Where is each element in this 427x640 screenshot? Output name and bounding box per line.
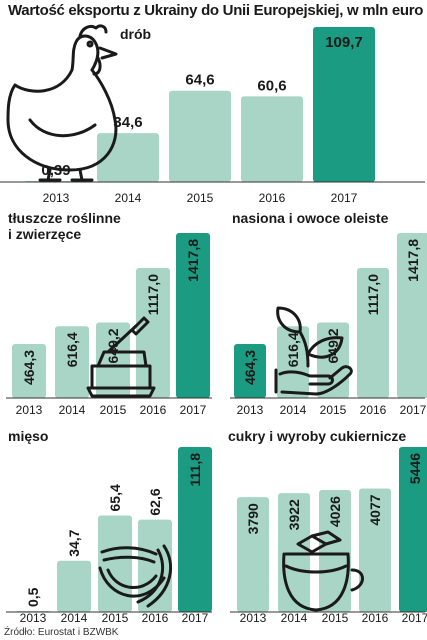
tick-label-4-2017: 2017 [402, 611, 427, 625]
value-label-0-2014: 34,6 [113, 114, 142, 131]
bar-4-2016 [359, 488, 391, 612]
chart-3: 0,5 2013 34,7 2014 65,4 2015 62,6 2016 111,8 2017 [6, 447, 212, 625]
bar-4-2015 [319, 490, 351, 612]
tick-label-1-2017: 2017 [180, 403, 207, 417]
value-label-4-2016: 4077 [367, 494, 383, 525]
bar-0-2016 [241, 96, 303, 182]
tick-label-0-2016: 2016 [259, 191, 286, 205]
tick-label-0-2015: 2015 [187, 191, 214, 205]
tick-label-2-2015: 2015 [320, 403, 347, 417]
main-title: Wartość eksportu z Ukrainy do Unii Europ… [8, 2, 424, 19]
bar-3-2014 [57, 560, 91, 612]
tick-label-4-2013: 2013 [240, 611, 267, 625]
bar-1-2014 [55, 326, 89, 398]
value-label-2-2014: 616,4 [285, 332, 301, 367]
tick-label-4-2014: 2014 [281, 611, 308, 625]
value-label-3-2014: 34,7 [66, 529, 82, 556]
value-label-3-2015: 65,4 [107, 484, 123, 511]
bar-4-2017 [399, 447, 427, 612]
value-label-0-2015: 64,6 [185, 72, 214, 89]
bar-2-2014 [277, 326, 309, 398]
butter-dish-icon [86, 316, 156, 398]
tick-label-3-2015: 2015 [102, 611, 129, 625]
value-label-0-2016: 60,6 [257, 77, 286, 94]
sausages-icon [98, 544, 173, 608]
bar-2-2017 [397, 233, 427, 398]
tick-label-3-2017: 2017 [182, 611, 209, 625]
tick-label-4-2015: 2015 [322, 611, 349, 625]
chart-1: 464,32013616,42014649,220151117,02016141… [6, 233, 212, 417]
panel-title-oilseeds: nasiona i owoce oleiste [232, 210, 389, 226]
tick-label-3-2014: 2014 [61, 611, 88, 625]
value-label-1-2013: 464,3 [21, 350, 37, 385]
bar-4-2013 [237, 497, 269, 612]
value-label-3-2016: 62,6 [147, 488, 163, 515]
value-label-1-2016: 1117,0 [145, 274, 161, 315]
tick-label-0-2014: 2014 [115, 191, 142, 205]
tick-label-1-2016: 2016 [140, 403, 167, 417]
bar-2-2013 [234, 343, 266, 398]
tick-label-2-2016: 2016 [360, 403, 387, 417]
value-label-1-2017: 1417,8 [185, 239, 201, 282]
value-label-4-2015: 4026 [327, 496, 343, 527]
value-label-2-2016: 1117,0 [365, 274, 381, 315]
tick-label-3-2016: 2016 [142, 611, 169, 625]
tick-label-3-2013: 2013 [20, 611, 47, 625]
bar-2-2016 [357, 268, 389, 398]
value-label-3-2013: 0,5 [25, 587, 41, 607]
value-label-4-2013: 3790 [245, 503, 261, 534]
bar-1-2013 [12, 343, 46, 398]
bar-0-2017 [313, 27, 375, 182]
tick-label-2-2014: 2014 [280, 403, 307, 417]
tick-label-1-2014: 2014 [59, 403, 86, 417]
value-label-4-2014: 3922 [286, 499, 302, 530]
bar-1-2017 [176, 233, 210, 398]
chart-0: 0,39201334,6201464,6201560,62016109,7201… [0, 27, 425, 205]
tick-label-0-2013: 2013 [43, 191, 70, 205]
bar-3-2015 [98, 515, 132, 612]
value-label-2-2013: 464,3 [242, 350, 258, 385]
sugar-jar-icon [282, 530, 364, 612]
bar-0-2015 [169, 90, 231, 182]
panel-title-fats: tłuszcze roślinne i zwierzęce [8, 210, 121, 242]
value-label-0-2017: 109,7 [325, 34, 363, 51]
tick-label-4-2016: 2016 [362, 611, 389, 625]
panel-title-sugar: cukry i wyroby cukiernicze [228, 428, 407, 444]
tick-label-0-2017: 2017 [331, 191, 358, 205]
panel-title-poultry: drób [120, 26, 152, 42]
tick-label-2-2013: 2013 [237, 403, 264, 417]
chicken-icon [6, 24, 118, 182]
tick-label-1-2013: 2013 [16, 403, 43, 417]
panel-title-meat: mięso [8, 428, 49, 444]
tick-label-2-2017: 2017 [400, 403, 427, 417]
value-label-3-2017: 111,8 [187, 453, 203, 487]
value-label-2-2017: 1417,8 [405, 239, 421, 282]
source-note: Źródło: Eurostat i BZWBK [4, 627, 119, 638]
plant-hand-icon [274, 306, 353, 396]
chart-4: 3790 2013 3922 2014 4026 2015 4077 2016 5446 2017 [230, 447, 427, 625]
value-label-1-2014: 616,4 [64, 332, 80, 367]
bar-3-2017 [178, 447, 212, 612]
value-label-4-2017: 5446 [407, 453, 423, 484]
tick-label-1-2015: 2015 [100, 403, 127, 417]
